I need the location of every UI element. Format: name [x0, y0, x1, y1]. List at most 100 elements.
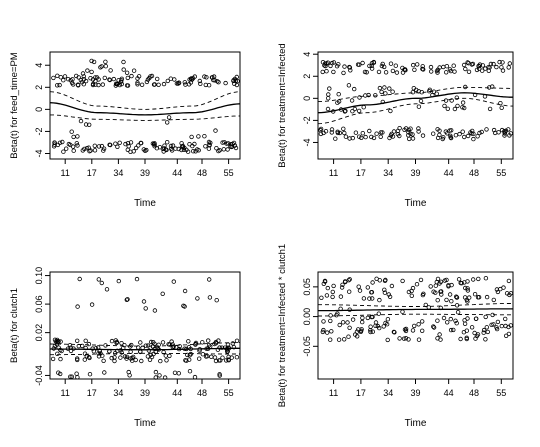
data-point	[377, 297, 382, 303]
data-point	[451, 63, 456, 68]
data-point	[367, 128, 372, 134]
data-point	[80, 148, 85, 153]
data-point	[433, 283, 438, 288]
data-point	[431, 325, 437, 330]
data-point	[205, 338, 211, 343]
data-point	[460, 100, 466, 105]
data-point	[343, 134, 349, 139]
x-tick-label: 48	[469, 168, 479, 178]
x-tick-label: 44	[172, 168, 182, 178]
data-point	[357, 288, 363, 293]
data-point	[192, 374, 198, 380]
data-point	[352, 86, 357, 92]
fit-line	[50, 347, 240, 351]
data-point	[113, 81, 119, 86]
data-point	[504, 291, 510, 296]
data-point	[182, 288, 188, 294]
data-point	[418, 98, 424, 104]
data-point	[327, 86, 332, 91]
x-tick-label: 44	[444, 168, 454, 178]
data-point	[387, 86, 392, 91]
x-tick-label: 34	[113, 168, 123, 178]
data-point	[400, 65, 405, 71]
data-point	[206, 343, 212, 348]
data-point	[449, 128, 454, 133]
data-point	[403, 67, 408, 73]
data-point	[69, 374, 74, 379]
data-point	[443, 129, 448, 134]
data-point	[350, 108, 355, 114]
data-point	[451, 327, 456, 333]
data-point	[333, 136, 338, 141]
data-point	[329, 130, 334, 135]
data-point	[441, 64, 446, 70]
data-point	[499, 105, 504, 110]
data-point	[171, 279, 176, 284]
data-point	[371, 60, 377, 65]
data-point	[329, 127, 335, 132]
data-point	[484, 127, 489, 132]
data-point	[216, 358, 222, 363]
data-point	[483, 276, 489, 281]
data-point	[324, 293, 330, 298]
data-point	[389, 283, 395, 289]
data-point	[336, 91, 341, 97]
data-point	[109, 338, 115, 344]
data-point	[350, 317, 356, 322]
data-point	[382, 287, 387, 292]
data-point	[500, 68, 506, 73]
data-point	[57, 82, 62, 88]
y-tick-label: 0.10	[34, 267, 44, 285]
data-point	[435, 318, 440, 323]
data-point	[71, 134, 76, 140]
data-point	[320, 69, 325, 75]
data-point	[473, 316, 479, 321]
data-point	[96, 351, 101, 356]
data-point	[380, 61, 385, 67]
data-point	[124, 297, 129, 302]
data-point	[409, 293, 414, 298]
data-point	[160, 291, 165, 296]
data-point	[506, 278, 512, 284]
data-point	[439, 292, 444, 297]
data-point	[165, 78, 170, 84]
data-point	[448, 327, 454, 333]
data-point	[167, 353, 172, 359]
data-point	[68, 142, 73, 148]
data-point	[370, 296, 375, 301]
data-point	[119, 350, 124, 355]
data-point	[343, 279, 348, 285]
data-point	[382, 290, 388, 295]
data-point	[368, 329, 373, 335]
data-point	[221, 147, 226, 152]
data-point	[357, 95, 362, 100]
data-point	[379, 63, 385, 69]
data-point	[145, 343, 151, 348]
data-point	[428, 284, 433, 289]
x-tick-label: 55	[496, 388, 506, 398]
data-point	[58, 356, 63, 362]
data-point	[55, 339, 61, 344]
data-point	[190, 143, 195, 149]
data-point	[98, 65, 103, 70]
data-point	[434, 68, 440, 74]
x-tick-label: 39	[410, 168, 420, 178]
data-point	[416, 104, 422, 109]
data-point	[420, 292, 426, 298]
data-point	[207, 142, 212, 147]
data-point	[388, 108, 393, 114]
data-point	[403, 328, 409, 334]
data-point	[57, 140, 63, 145]
data-point	[454, 321, 459, 326]
data-point	[487, 65, 492, 70]
x-tick-label: 48	[197, 388, 207, 398]
data-point	[416, 337, 422, 342]
data-point	[354, 329, 360, 334]
data-point	[448, 68, 454, 74]
data-point	[206, 139, 212, 145]
data-point	[342, 64, 347, 69]
data-point	[439, 289, 444, 294]
data-point	[187, 353, 192, 358]
data-point	[68, 78, 73, 83]
data-point	[484, 325, 489, 330]
